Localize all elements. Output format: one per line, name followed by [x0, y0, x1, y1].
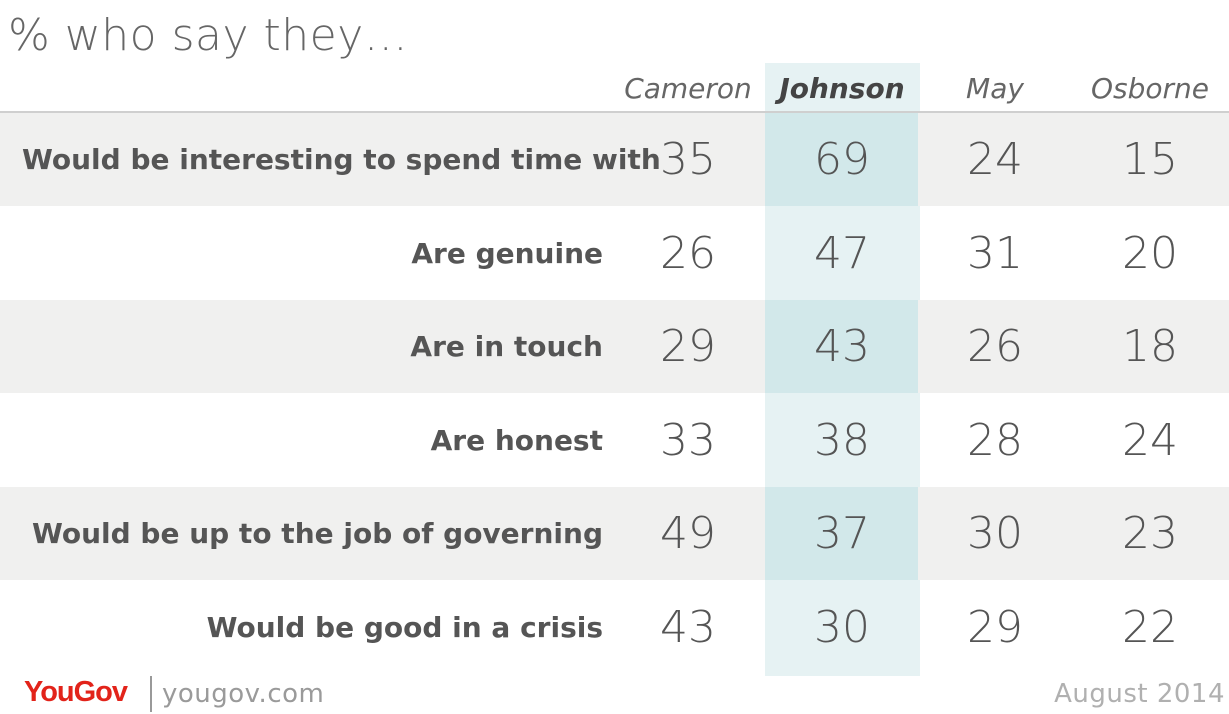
highlight-cell-background	[765, 487, 918, 580]
value-cell-cameron: 43	[660, 601, 716, 653]
row-label: Are genuine	[411, 236, 603, 270]
value-cell-may: 30	[967, 508, 1023, 559]
value-cell-johnson: 69	[814, 134, 870, 185]
column-header-cameron: Cameron	[624, 72, 752, 105]
value-cell-johnson: 37	[814, 508, 870, 559]
header-rule	[0, 111, 1229, 114]
row-label: Would be up to the job of governing	[31, 517, 603, 550]
value-cell-may: 28	[967, 414, 1023, 466]
row-label: Are in touch	[410, 330, 603, 363]
value-cell-osborne: 15	[1122, 134, 1178, 185]
value-cell-johnson: 38	[814, 414, 870, 466]
value-cell-cameron: 33	[660, 414, 716, 466]
footer-url[interactable]: yougov.com	[162, 679, 325, 709]
value-cell-cameron: 35	[660, 134, 716, 185]
column-header-osborne: Osborne	[1090, 72, 1209, 105]
yougov-logo[interactable]: YouGov	[24, 676, 128, 708]
table-row: Would be good in a crisis 43 30 29 22	[0, 581, 1229, 674]
value-cell-johnson: 30	[814, 601, 870, 653]
value-cell-may: 24	[967, 134, 1023, 185]
value-cell-johnson: 47	[814, 227, 870, 279]
value-cell-may: 26	[967, 321, 1023, 372]
value-cell-cameron: 26	[660, 227, 716, 279]
table-row: Are genuine 26 47 31 20	[0, 207, 1229, 300]
chart-title: % who say they…	[8, 10, 409, 61]
footer-divider	[150, 676, 152, 712]
highlight-cell-background	[765, 300, 918, 393]
value-cell-osborne: 18	[1122, 321, 1178, 372]
value-cell-johnson: 43	[814, 321, 870, 372]
value-cell-osborne: 24	[1122, 414, 1178, 466]
table-row: Would be up to the job of governing 49 37 3…	[0, 487, 1229, 580]
row-label: Are honest	[430, 423, 603, 457]
row-label: Would be good in a crisis	[206, 610, 603, 644]
value-cell-osborne: 22	[1122, 601, 1178, 653]
footer-date: August 2014	[1054, 679, 1225, 709]
table-row: Are in touch 29 43 26 18	[0, 300, 1229, 393]
row-label: Would be interesting to spend time with	[22, 143, 661, 176]
value-cell-osborne: 23	[1122, 508, 1178, 559]
column-header-johnson: Johnson	[779, 72, 905, 105]
table-row: Would be interesting to spend time with 3…	[0, 113, 1229, 206]
value-cell-osborne: 20	[1122, 227, 1178, 279]
value-cell-may: 31	[967, 227, 1023, 279]
table-row: Are honest 33 38 28 24	[0, 394, 1229, 487]
highlight-cell-background	[765, 113, 918, 206]
value-cell-cameron: 29	[660, 321, 716, 372]
value-cell-cameron: 49	[660, 508, 716, 559]
value-cell-may: 29	[967, 601, 1023, 653]
column-header-may: May	[966, 72, 1024, 105]
